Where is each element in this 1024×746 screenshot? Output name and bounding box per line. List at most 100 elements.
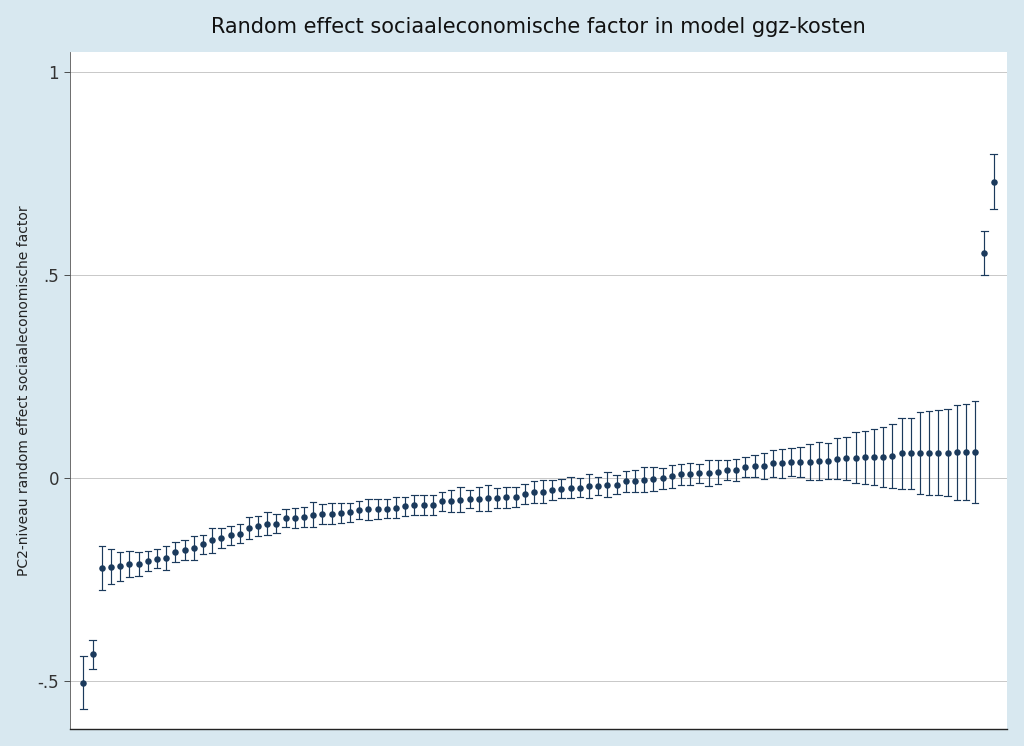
Point [617,475,634,487]
Point [783,457,800,468]
Point [130,558,146,570]
Point [728,464,744,476]
Point [167,546,183,558]
Point [544,484,560,496]
Point [737,461,754,473]
Point [608,479,625,491]
Point [857,451,873,463]
Point [158,552,174,564]
Point [673,468,689,480]
Point [370,503,386,515]
Point [902,447,919,459]
Point [976,247,992,259]
Point [379,503,395,515]
Point [443,495,460,507]
Point [957,446,974,458]
Point [839,453,855,465]
Point [314,508,331,520]
Point [453,494,469,506]
Point [710,466,726,478]
Point [75,677,91,689]
Point [305,509,322,521]
Point [636,474,652,486]
Point [250,520,266,532]
Point [407,499,423,511]
Point [462,493,478,505]
Point [287,512,303,524]
Point [939,447,955,459]
Title: Random effect sociaaleconomische factor in model ggz-kosten: Random effect sociaaleconomische factor … [211,16,866,37]
Point [682,468,698,480]
Point [479,492,496,504]
Point [498,492,514,504]
Point [820,455,837,467]
Point [333,507,349,519]
Point [664,471,680,483]
Point [985,176,1001,188]
Point [535,486,551,498]
Point [581,480,597,492]
Point [921,447,937,459]
Point [231,527,248,539]
Point [746,460,763,472]
Point [204,534,220,546]
Point [793,457,809,468]
Point [627,475,643,487]
Y-axis label: PC2-niveau random effect sociaaleconomische factor: PC2-niveau random effect sociaaleconomis… [16,205,31,576]
Point [84,648,100,660]
Point [700,467,717,479]
Point [911,447,928,459]
Point [885,450,901,462]
Point [213,532,229,544]
Point [121,558,137,570]
Point [102,560,119,572]
Point [195,539,211,551]
Point [507,492,523,504]
Point [774,457,791,469]
Point [571,482,588,494]
Point [811,455,827,467]
Point [388,501,404,513]
Point [645,473,662,485]
Point [425,499,441,511]
Point [488,492,505,504]
Point [654,472,671,484]
Point [296,511,312,523]
Point [866,451,883,463]
Point [553,483,569,495]
Point [948,446,965,458]
Point [516,488,532,500]
Point [222,529,239,541]
Point [360,504,377,515]
Point [765,457,781,469]
Point [278,513,294,524]
Point [590,480,606,492]
Point [756,460,772,471]
Point [397,501,414,513]
Point [434,495,451,507]
Point [93,562,110,574]
Point [562,482,579,494]
Point [259,518,275,530]
Point [268,518,285,530]
Point [139,555,156,567]
Point [967,445,983,457]
Point [893,448,909,460]
Point [112,560,128,572]
Point [185,542,202,554]
Point [599,479,615,491]
Point [719,464,735,476]
Point [148,553,165,565]
Point [351,504,368,515]
Point [930,447,946,459]
Point [416,499,432,511]
Point [876,451,892,463]
Point [829,453,846,465]
Point [848,451,864,463]
Point [691,467,708,479]
Point [802,456,818,468]
Point [324,508,340,520]
Point [525,486,542,498]
Point [176,544,193,556]
Point [342,507,358,518]
